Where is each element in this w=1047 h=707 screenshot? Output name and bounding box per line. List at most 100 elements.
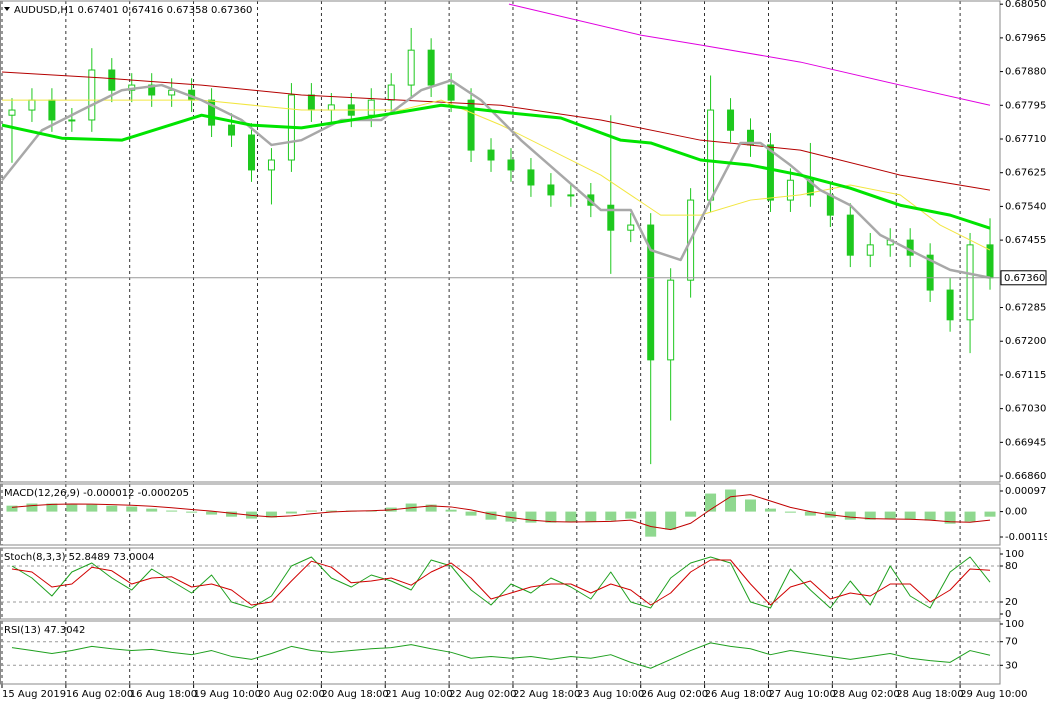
series-line <box>1 71 991 191</box>
histogram-bar <box>485 511 497 520</box>
menu-arrow[interactable] <box>4 7 10 11</box>
y-tick-label: 70 <box>1005 637 1018 648</box>
candle-body <box>507 159 515 171</box>
current-price-box <box>1000 270 1047 286</box>
candle-body <box>367 99 375 116</box>
histogram-bar <box>166 510 178 512</box>
histogram-bar <box>844 511 856 520</box>
y-tick-label: 0.68050 <box>1005 0 1046 10</box>
candle-body <box>906 239 914 256</box>
histogram-bar <box>206 511 218 515</box>
x-tick-label: 20 Aug 18:00 <box>321 689 388 700</box>
candle-body <box>387 84 395 101</box>
candle-body <box>467 99 475 151</box>
candle-body <box>667 279 675 361</box>
x-tick-label: 26 Aug 18:00 <box>705 689 772 700</box>
y-tick-label: 0.00 <box>1005 507 1027 518</box>
x-tick-label: 27 Aug 10:00 <box>768 689 835 700</box>
series-line <box>1 103 991 230</box>
histogram-bar <box>784 511 796 513</box>
y-tick-label: 0.66860 <box>1005 471 1046 482</box>
candle-body <box>447 84 455 101</box>
histogram-bar <box>984 511 996 517</box>
histogram-bar <box>66 504 78 512</box>
candle-body <box>926 254 934 291</box>
candle-body <box>168 89 176 96</box>
panel-title: MACD(12,26,9) -0.000012 -0.000205 <box>4 488 189 499</box>
candle-body <box>407 49 415 86</box>
histogram-bar <box>964 511 976 522</box>
histogram-bar <box>685 511 697 517</box>
panel-content <box>1 556 1000 609</box>
histogram-bar <box>6 505 18 512</box>
histogram-bar <box>585 511 597 522</box>
histogram-bar <box>904 511 916 520</box>
y-tick-label: 0.000971 <box>1005 486 1047 497</box>
panel-content <box>1 3 994 465</box>
candle-body <box>846 214 854 256</box>
histogram-bar <box>445 509 457 512</box>
histogram-bar <box>46 503 58 512</box>
histogram-bar <box>705 493 717 512</box>
histogram-bar <box>884 511 896 519</box>
series-line <box>11 642 991 669</box>
candle-body <box>248 134 255 171</box>
signal-line <box>11 494 991 531</box>
histogram-bar <box>226 511 238 517</box>
y-tick-label: 0.67200 <box>1005 336 1046 347</box>
x-tick-label: 28 Aug 02:00 <box>832 689 899 700</box>
x-tick-label: 22 Aug 02:00 <box>449 689 516 700</box>
histogram-bar <box>425 504 437 512</box>
histogram-bar <box>186 511 198 513</box>
histogram-bar <box>745 499 756 512</box>
x-tick-label: 28 Aug 18:00 <box>896 689 963 700</box>
y-tick-label: 0.67540 <box>1005 201 1046 212</box>
series-line <box>1 79 991 280</box>
series-line <box>11 556 991 609</box>
candle-body <box>148 84 156 96</box>
candle-body <box>267 159 275 171</box>
panel-title: Stoch(8,3,3) 52.8489 73.0004 <box>4 552 155 563</box>
candle-body <box>727 109 735 131</box>
candle-body <box>826 194 834 216</box>
y-tick-label: 0.67030 <box>1005 404 1046 415</box>
panel-border <box>0 547 1001 620</box>
histogram-bar <box>325 510 337 512</box>
panel-border <box>0 620 1001 685</box>
histogram-bar <box>944 511 956 524</box>
histogram-bar <box>725 489 737 512</box>
y-tick-label: 0.67285 <box>1005 303 1046 314</box>
x-tick-label: 23 Aug 10:00 <box>577 689 644 700</box>
x-tick-label: 26 Aug 02:00 <box>641 689 708 700</box>
histogram-bar <box>505 511 517 522</box>
x-tick-label: 16 Aug 18:00 <box>130 689 197 700</box>
y-tick-label: 0.67880 <box>1005 67 1046 78</box>
candle-body <box>88 69 96 121</box>
histogram-bar <box>864 511 876 520</box>
y-tick-label: 0 <box>1005 609 1011 620</box>
candle-body <box>766 144 774 201</box>
y-tick-label: 0.67455 <box>1005 235 1046 246</box>
histogram-bar <box>764 508 776 512</box>
histogram-bar <box>665 511 677 530</box>
y-tick-label: 20 <box>1005 597 1018 608</box>
y-tick-label: -0.001197 <box>1005 532 1047 543</box>
x-tick-label: 20 Aug 02:00 <box>257 689 324 700</box>
histogram-bar <box>26 503 38 512</box>
chart-title: AUDUSD,H1 0.67401 0.67416 0.67358 0.6736… <box>14 5 252 16</box>
histogram-bar <box>924 511 936 521</box>
x-tick-label: 16 Aug 02:00 <box>66 689 133 700</box>
x-tick-label: 29 Aug 10:00 <box>960 689 1027 700</box>
candle-body <box>327 104 335 111</box>
panel-content <box>6 489 996 537</box>
y-tick-label: 100 <box>1005 619 1024 630</box>
y-tick-label: 0.67710 <box>1005 134 1046 145</box>
candle-body <box>487 149 495 161</box>
histogram-bar <box>525 511 537 523</box>
candle-body <box>48 99 56 121</box>
candle-body <box>866 244 874 256</box>
candle-body <box>8 109 16 116</box>
